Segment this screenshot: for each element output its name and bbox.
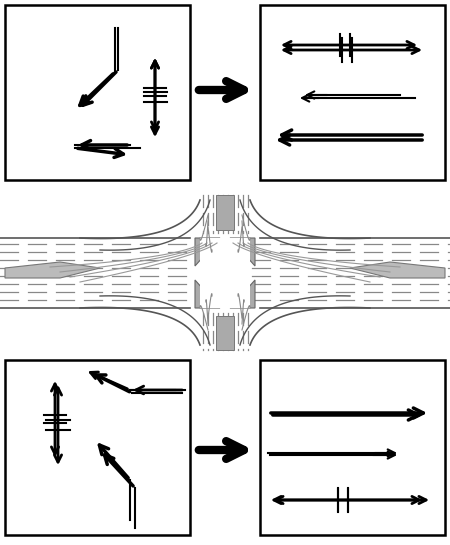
Bar (260, 360, 445, 535)
Bar (5, 5, 190, 180)
Polygon shape (230, 280, 255, 308)
Bar (0, 195, 450, 350)
Bar (216, 195, 234, 230)
Polygon shape (195, 280, 220, 308)
Bar (5, 360, 190, 535)
Bar (216, 316, 234, 350)
Bar (260, 5, 445, 180)
Polygon shape (5, 262, 100, 278)
Bar (200, 238, 250, 308)
Polygon shape (350, 262, 445, 278)
Polygon shape (195, 238, 220, 266)
Polygon shape (230, 238, 255, 266)
